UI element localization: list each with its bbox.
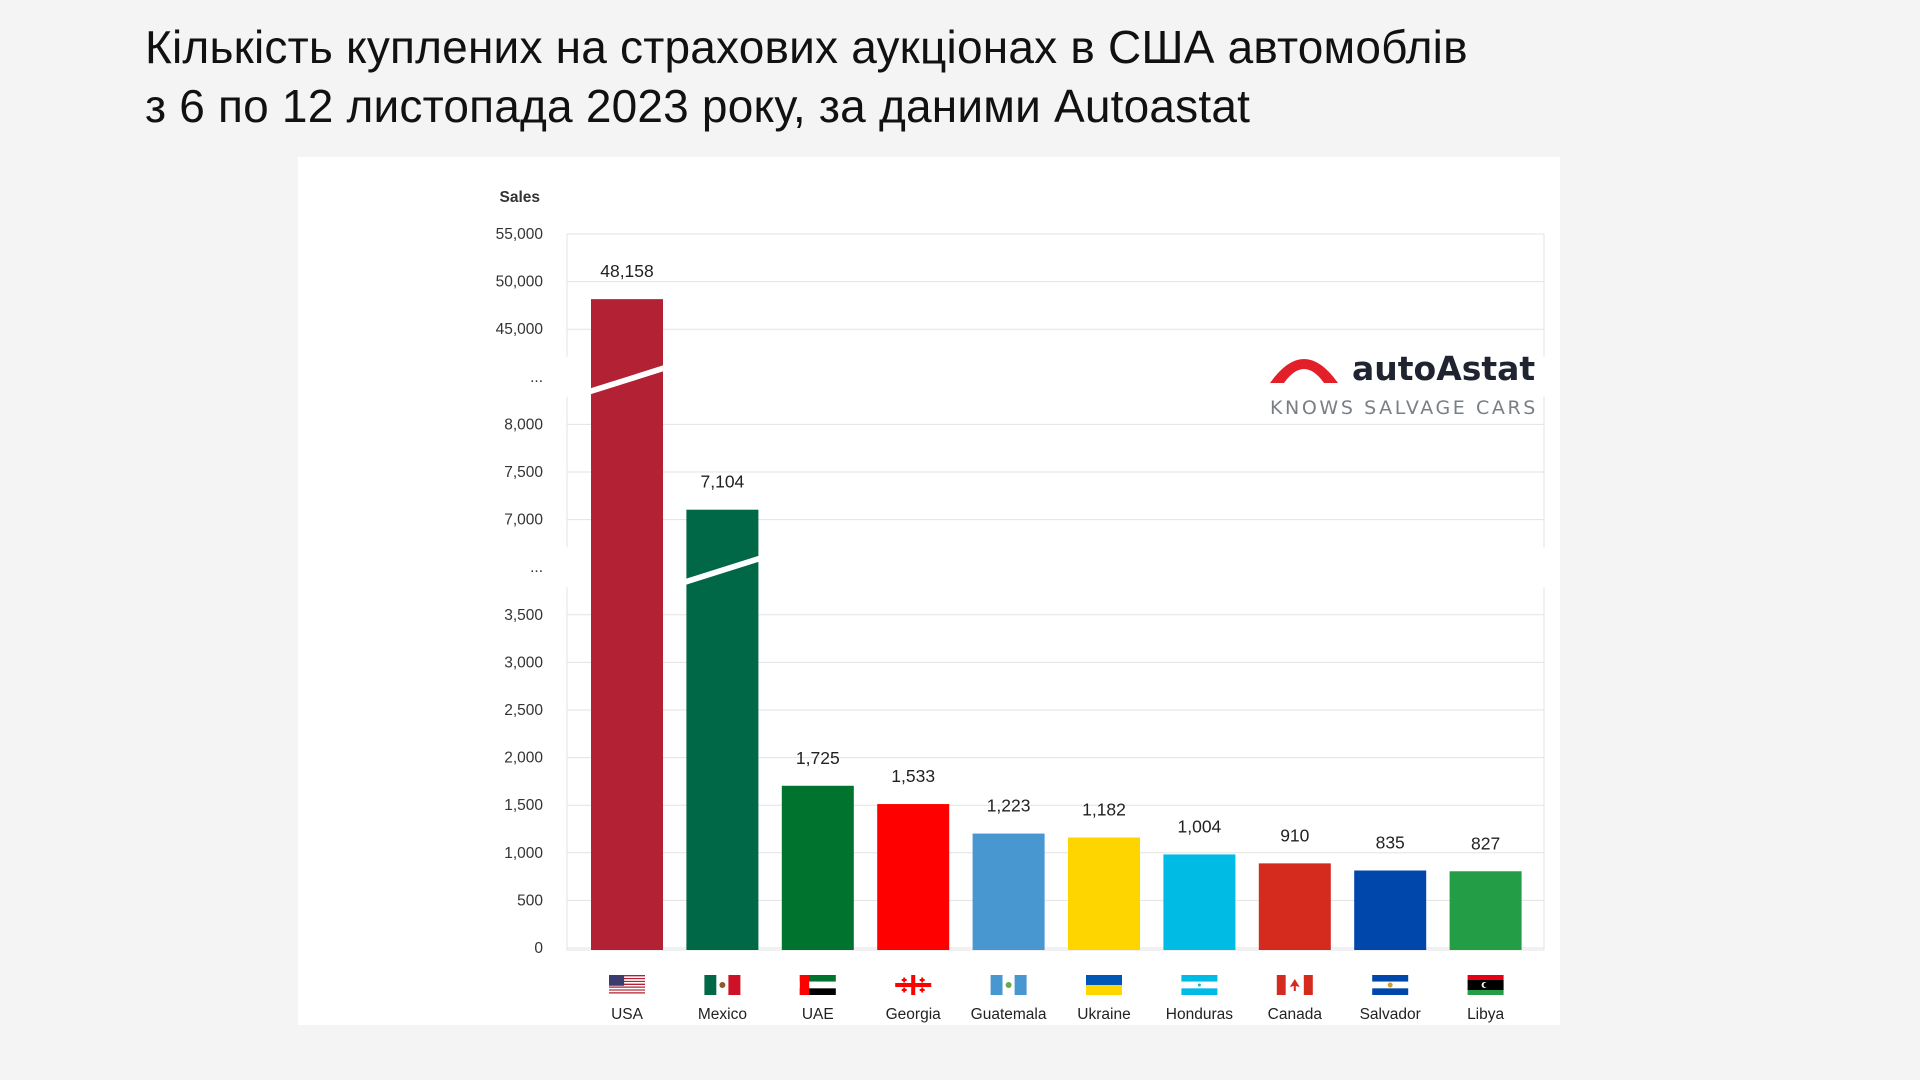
canada-flag-icon: [1276, 975, 1313, 995]
value-label: 827: [1471, 833, 1500, 853]
ukraine-flag-icon: [1086, 975, 1122, 995]
category-label: Salvador: [1360, 1006, 1421, 1023]
category-label: Guatemala: [971, 1006, 1047, 1023]
bar-honduras: [1163, 854, 1236, 950]
logo-tagline: KNOWS SALVAGE CARS: [1270, 397, 1538, 419]
value-label: 1,182: [1082, 799, 1126, 819]
bar-break-slash: [684, 555, 761, 586]
category-label: Georgia: [886, 1006, 942, 1023]
category-label: Honduras: [1166, 1006, 1233, 1023]
y-tick-label: 2,500: [504, 702, 543, 719]
autoastat-logo: autoAstat KNOWS SALVAGE CARS: [1268, 347, 1548, 447]
page-title-line-2: з 6 по 12 листопада 2023 року, за даними…: [145, 80, 1251, 132]
y-tick-label: 1,500: [504, 797, 543, 814]
honduras-flag-icon: [1181, 975, 1218, 995]
y-tick-label: 8,000: [504, 416, 543, 433]
y-tick-label: ...: [530, 559, 543, 576]
bar-ukraine: [1068, 837, 1140, 950]
y-tick-label: 45,000: [496, 321, 544, 338]
mexico-flag-icon: [704, 975, 741, 995]
category-label: Mexico: [698, 1006, 747, 1023]
bar-guatemala: [972, 833, 1045, 950]
bar-uae: [781, 785, 854, 950]
y-tick-label: 50,000: [496, 274, 544, 291]
bar-libya: [1449, 871, 1522, 950]
chart-card: 55,000 50,000 45,000... 8,000 7,500 7,000... 3…: [298, 157, 1560, 1025]
value-label: 1,004: [1178, 816, 1222, 836]
value-label: 1,533: [891, 766, 935, 786]
libya-flag-icon: [1467, 975, 1504, 995]
usa-flag-icon: [609, 975, 645, 995]
guatemala-flag-icon: [990, 975, 1027, 995]
value-label: 1,223: [987, 796, 1031, 816]
page-title: Кількість куплених на страхових аукціона…: [145, 18, 1785, 136]
category-label: USA: [611, 1006, 644, 1023]
value-label: 835: [1376, 833, 1405, 853]
category-label: UAE: [802, 1006, 834, 1023]
bar-usa: [591, 299, 663, 950]
y-tick-label: 7,000: [504, 512, 543, 529]
y-tick-label: ...: [530, 369, 543, 386]
logo-name: autoAstat: [1352, 349, 1536, 388]
y-tick-label: 2,000: [504, 750, 543, 767]
y-tick-label: 55,000: [496, 226, 544, 243]
value-label: 910: [1280, 825, 1309, 845]
category-label: Libya: [1467, 1006, 1504, 1023]
arch-logo-shape: [1270, 359, 1338, 383]
bar-chart: 55,000 50,000 45,000... 8,000 7,500 7,000... 3…: [496, 189, 1560, 1023]
value-label: 1,725: [796, 748, 840, 768]
bar-canada: [1258, 863, 1331, 950]
y-tick-label: 3,000: [504, 654, 543, 671]
salvador-flag-icon: [1372, 975, 1409, 995]
value-label: 48,158: [600, 261, 654, 281]
uae-flag-icon: [799, 975, 836, 995]
bar-mexico: [686, 509, 759, 950]
value-label: 7,104: [701, 472, 745, 492]
y-tick-label: 0: [534, 940, 543, 957]
y-tick-label: 1,000: [504, 845, 543, 862]
arch-logo-icon: [1270, 359, 1338, 383]
y-tick-label: 500: [517, 892, 543, 909]
bar-georgia: [877, 804, 950, 950]
georgia-flag-icon: [895, 975, 932, 995]
bar-break-slash: [589, 364, 665, 395]
y-tick-label: 7,500: [504, 464, 543, 481]
page-title-line-1: Кількість куплених на страхових аукціона…: [145, 21, 1468, 73]
y-tick-label: 3,500: [504, 607, 543, 624]
category-label: Canada: [1268, 1006, 1323, 1023]
bar-salvador: [1354, 870, 1427, 950]
axis-break-gap: [563, 356, 1560, 397]
y-axis-title: Sales: [499, 189, 540, 206]
category-label: Ukraine: [1077, 1006, 1130, 1023]
